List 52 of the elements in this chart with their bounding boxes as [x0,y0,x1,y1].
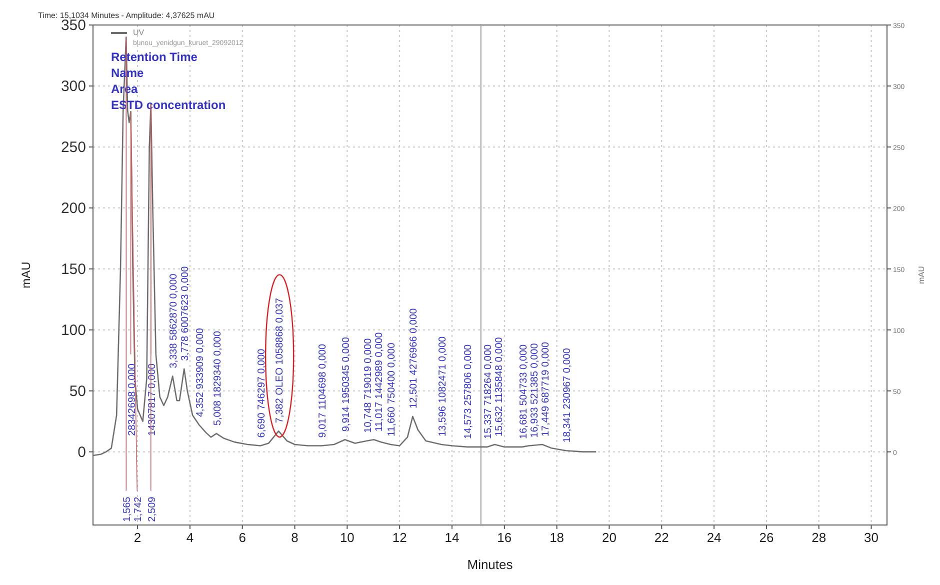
y-tick-label: 150 [60,260,86,278]
annotation: 11,017 1442989 0,000 [374,332,385,432]
annotation: 16,681 504733 0,000 [518,344,530,439]
annotation: 4,352 933909 0,000 [195,328,206,417]
annotation: 2,509 [146,496,158,522]
annotation: 3,338 5862870 0,000 [168,273,180,368]
y-tick-label: 300 [60,78,86,95]
x-tick-label: 18 [550,530,564,545]
x-tick-label: 30 [864,530,879,545]
y-tick-label: 250 [60,138,86,156]
y-tick-label: 200 [60,200,86,217]
annotation: 15,337 718264 0,000 [483,344,494,439]
annotation: 1,742 [133,496,144,522]
y-tick-label: 0 [78,444,86,461]
x-tick-label: 28 [812,530,826,545]
x-tick-label: 16 [497,530,512,545]
annotation: 28342698 0,000 [126,363,138,436]
y-tick-label: 50 [69,382,86,400]
line-series [92,36,597,456]
legend-label: UV [133,28,145,37]
annotation: 11,660 750400 0,000 [386,342,398,437]
annotation: 18,341 230967 0,000 [562,348,573,443]
y2-axis-title: mAU [917,266,926,284]
annotation: 6,690 746297 0,000 [256,348,268,438]
annotation: 14,573 257806 0,000 [463,344,474,439]
x-tick-label: 26 [759,530,774,545]
x-tick-label: 22 [654,530,669,545]
x-tick-label: 10 [340,530,354,545]
y-tick-label: 100 [60,322,86,339]
annotation: 1,565 [122,496,134,522]
annotation: 7,382 OLEO 1058868 0,037 [274,298,286,424]
x-tick-label: 8 [291,530,298,545]
x-axis-title: Minutes [467,557,514,572]
annotation: 16,933 521385 0,000 [529,342,540,438]
annotation: 9,914 1950345 0,000 [340,336,352,432]
annotation: 15,632 1135848 0,000 [494,336,506,437]
chart-subtitle: Time: 15,1034 Minutes - Amplitude: 4,37625 mAU [38,11,215,20]
annotation: 3,778 6007623 0,000 [180,266,192,361]
annotation: 10,748 719019 0,000 [362,338,374,433]
x-tick-label: 6 [238,530,246,545]
x-tick-label: 14 [444,530,460,545]
x-tick-label: 12 [392,530,407,545]
x-tick-label: 4 [186,530,194,545]
annotation: 5,008 1829340 0,000 [212,330,224,426]
y-axis-title: mAU [19,262,33,288]
annotation: 13,596 1082471 0,000 [437,336,448,437]
x-tick-label: 20 [602,530,616,545]
annotation: 17,449 687719 0,000 [540,342,552,437]
x-tick-label: 2 [134,530,142,545]
x-tick-label: 24 [706,530,722,545]
annotation: 12,501 4276966 0,000 [408,308,420,408]
annotation: 9,017 1104698 0,000 [317,344,328,438]
